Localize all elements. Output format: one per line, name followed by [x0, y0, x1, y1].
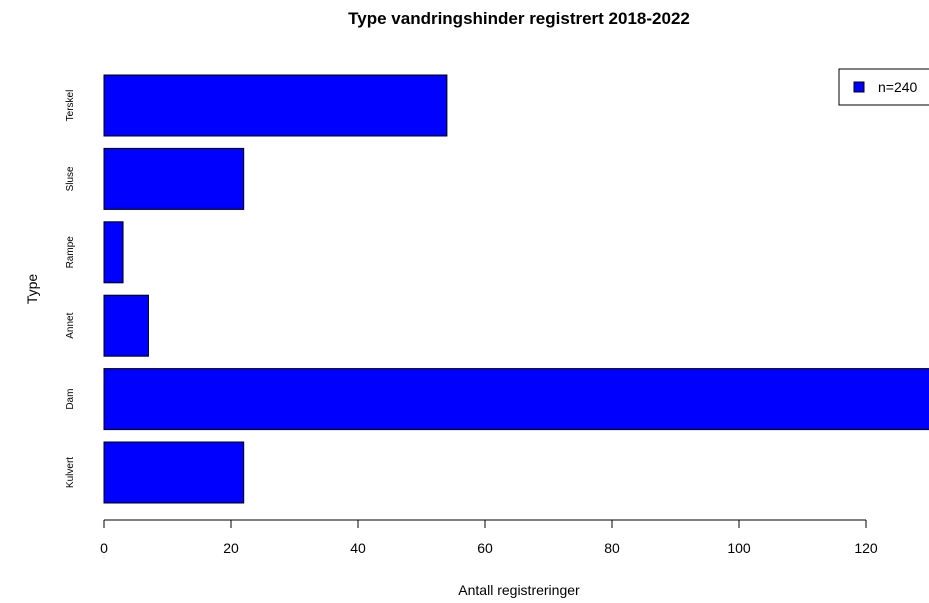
x-tick-label-120: 120: [854, 540, 878, 556]
y-axis-title: Type: [24, 274, 40, 305]
chart-title: Type vandringshinder registrert 2018-202…: [348, 9, 690, 28]
legend: n=240: [838, 68, 929, 106]
bar-annet: [103, 294, 149, 357]
category-label-dam: Dam: [65, 389, 76, 410]
bar-sluse: [103, 147, 245, 210]
bar-rampe: [103, 221, 124, 284]
category-label-kulvert: Kulvert: [65, 457, 76, 488]
x-tick-label-20: 20: [223, 540, 239, 556]
category-labels-group: Kulvert Dam Annet Rampe Sluse Terskel: [65, 90, 76, 488]
category-label-terskel: Terskel: [65, 90, 76, 122]
x-axis-title: Antall registreringer: [458, 582, 580, 598]
category-label-sluse: Sluse: [65, 166, 76, 191]
x-tick-label-80: 80: [604, 540, 620, 556]
x-axis: 0 20 40 60 80 100 120: [100, 519, 878, 556]
bar-dam: [103, 368, 929, 431]
bar-kulvert: [103, 441, 245, 504]
category-label-rampe: Rampe: [65, 236, 76, 269]
bar-terskel: [103, 74, 448, 137]
bars-group: [103, 74, 929, 504]
legend-label: n=240: [878, 79, 918, 95]
x-tick-label-40: 40: [350, 540, 366, 556]
category-label-annet: Annet: [65, 312, 76, 338]
legend-swatch: [853, 81, 865, 93]
x-tick-label-0: 0: [100, 540, 108, 556]
x-tick-label-100: 100: [727, 540, 751, 556]
x-tick-label-60: 60: [477, 540, 493, 556]
